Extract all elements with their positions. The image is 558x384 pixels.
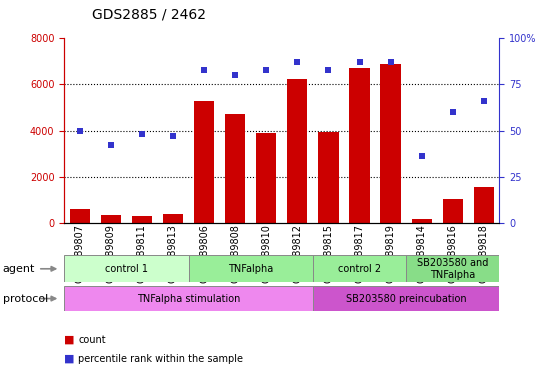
Bar (474, 187, 494, 223)
Text: ■: ■ (64, 354, 75, 364)
Point (355, 59, 364, 65)
Point (448, 109, 457, 115)
Bar (318, 132, 339, 223)
Text: control 1: control 1 (105, 264, 148, 274)
Bar (64, 255, 189, 282)
Point (200, 67, 209, 73)
Bar (256, 133, 276, 223)
Bar (225, 114, 246, 223)
Bar (313, 255, 406, 282)
Text: TNFalpha: TNFalpha (228, 264, 273, 274)
Text: count: count (78, 335, 106, 345)
Bar (64, 286, 313, 311)
Bar (189, 255, 313, 282)
Bar (381, 64, 401, 223)
Point (169, 133, 177, 139)
Bar (313, 286, 499, 311)
Point (230, 72, 239, 78)
Bar (412, 219, 432, 223)
Point (324, 67, 333, 73)
Point (107, 142, 116, 148)
Bar (406, 255, 499, 282)
Point (386, 59, 395, 65)
Text: control 2: control 2 (338, 264, 381, 274)
Text: percentile rank within the sample: percentile rank within the sample (78, 354, 243, 364)
Bar (132, 216, 152, 223)
Bar (194, 101, 214, 223)
Point (262, 67, 271, 73)
Bar (163, 214, 183, 223)
Text: agent: agent (3, 264, 35, 274)
Bar (100, 215, 121, 223)
Point (479, 98, 488, 104)
Point (293, 59, 302, 65)
Bar (70, 209, 90, 223)
Text: SB203580 preincubation: SB203580 preincubation (346, 293, 466, 304)
Bar (442, 199, 463, 223)
Point (75, 127, 84, 134)
Text: ■: ■ (64, 335, 75, 345)
Text: protocol: protocol (3, 293, 48, 304)
Text: SB203580 and
TNFalpha: SB203580 and TNFalpha (417, 258, 488, 280)
Text: GDS2885 / 2462: GDS2885 / 2462 (92, 7, 206, 21)
Point (137, 131, 146, 137)
Bar (349, 68, 369, 223)
Text: TNFalpha stimulation: TNFalpha stimulation (137, 293, 240, 304)
Point (417, 153, 426, 159)
Bar (287, 79, 307, 223)
